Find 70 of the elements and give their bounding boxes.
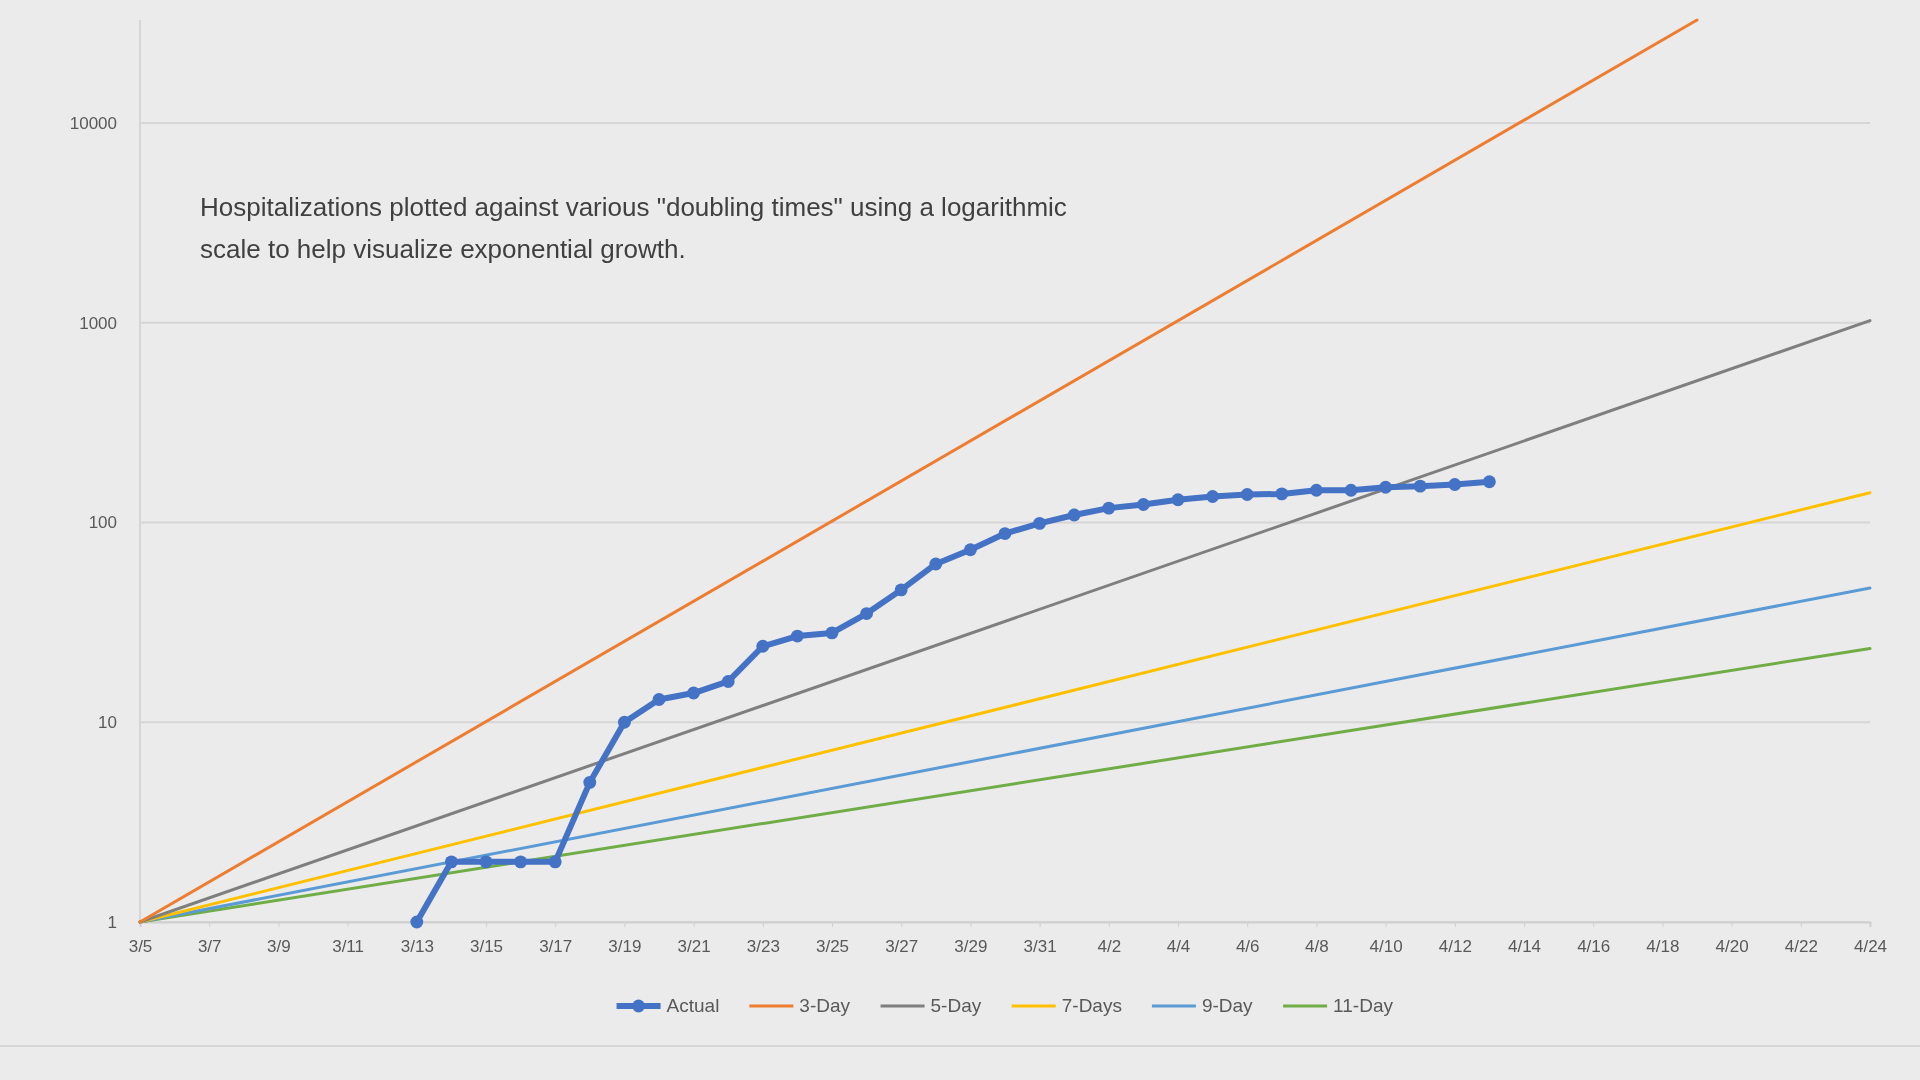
x-tick-label: 4/16: [1577, 937, 1611, 957]
x-tick-label: 3/9: [267, 937, 291, 957]
legend-label: 9-Day: [1201, 995, 1254, 1016]
point: [617, 715, 631, 729]
x-tick-label: 3/11: [332, 937, 365, 957]
x-tick-label: 4/24: [1853, 937, 1888, 957]
point: [1033, 516, 1047, 530]
x-tick-label: 4/22: [1784, 937, 1818, 957]
point: [652, 693, 666, 706]
point: [1482, 475, 1496, 489]
point: [825, 626, 839, 640]
point: [444, 855, 458, 869]
x-tick-label: 4/8: [1305, 937, 1329, 957]
legend-label: 11-Day: [1333, 995, 1394, 1016]
point: [756, 639, 770, 653]
x-tick-label: 3/7: [197, 937, 222, 957]
x-tick-label: 4/20: [1715, 937, 1749, 957]
legend-label: 3-Day: [799, 995, 851, 1016]
y-tick-label: 1000: [79, 313, 117, 333]
point: [860, 607, 874, 620]
point: [1102, 501, 1116, 515]
x-tick-label: 4/18: [1646, 937, 1680, 957]
y-tick-label: 1: [107, 912, 117, 932]
point: [1344, 483, 1358, 497]
x-tick-label: 4/14: [1507, 937, 1542, 957]
x-tick-label: 3/31: [1023, 937, 1057, 957]
x-tick-label: 3/25: [815, 937, 850, 957]
point: [894, 583, 908, 597]
annotation: Hospitalizations plotted against various "doubling times" using a logarithmic scale to help visualize exponential growth.: [200, 192, 1067, 264]
x-tick-label: 4/2: [1097, 937, 1122, 957]
point: [1067, 508, 1081, 522]
point: [514, 855, 528, 869]
x-tick-label: 3/15: [469, 937, 504, 957]
point: [548, 855, 562, 869]
x-tick-label: 4/10: [1369, 937, 1403, 957]
point: [1379, 480, 1393, 494]
x-tick-label: 3/29: [954, 937, 988, 957]
y-tick-label: 100: [88, 513, 117, 533]
x-tick-label: 3/17: [539, 937, 573, 957]
x-tick-label: 4/4: [1166, 937, 1191, 957]
point: [721, 675, 735, 688]
legend-label: 7-Days: [1061, 995, 1122, 1016]
x-tick-label: 3/19: [608, 937, 642, 957]
x-tick-label: 3/5: [128, 937, 153, 957]
point: [1206, 490, 1220, 503]
point: [583, 775, 597, 789]
x-tick-label: 4/12: [1438, 937, 1472, 957]
x-tick-label: 3/23: [746, 937, 780, 957]
legend-label: Actual: [666, 995, 720, 1016]
point: [1309, 483, 1323, 497]
point: [1171, 493, 1185, 507]
point: [1413, 479, 1427, 493]
point: [929, 557, 943, 571]
x-tick-label: 3/13: [400, 937, 434, 957]
point: [410, 915, 424, 929]
point: [790, 629, 804, 643]
point: [1448, 478, 1462, 491]
x-tick-label: 3/27: [885, 937, 919, 957]
point: [687, 686, 701, 700]
y-tick-label: 10: [98, 713, 117, 733]
y-tick-label: 10000: [69, 113, 117, 133]
x-tick-label: 4/6: [1235, 937, 1260, 957]
point: [1240, 488, 1254, 501]
legend-label: 5-Day: [930, 995, 982, 1016]
x-tick-label: 3/21: [677, 937, 711, 957]
point: [1136, 498, 1150, 511]
point: [998, 527, 1012, 540]
point: [963, 543, 977, 557]
point: [1275, 487, 1289, 501]
point: [479, 855, 493, 869]
